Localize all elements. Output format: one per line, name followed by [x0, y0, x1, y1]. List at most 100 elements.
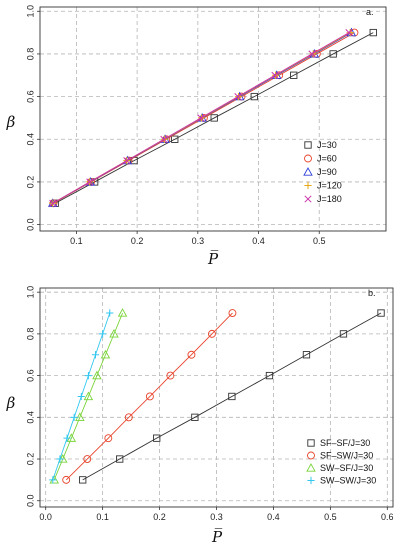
data-point — [329, 50, 337, 58]
legend-label: SF–SF/J=30 — [320, 438, 370, 448]
data-point — [369, 28, 377, 37]
legend-marker — [304, 154, 312, 163]
x-tick-label: 0.1 — [70, 236, 83, 246]
data-point — [100, 349, 111, 359]
data-point — [171, 135, 179, 143]
data-point — [106, 309, 114, 317]
data-point — [104, 434, 113, 443]
series-2 — [62, 309, 237, 484]
data-point — [145, 392, 154, 401]
x-tick-label: 0.2 — [153, 512, 166, 522]
data-point — [309, 50, 317, 58]
series-1 — [79, 309, 385, 484]
series-3 — [49, 308, 128, 484]
legend-marker — [307, 476, 315, 485]
x-tick-label: 0.4 — [267, 512, 280, 522]
data-point — [75, 412, 85, 421]
x-axis-title: P̅ — [211, 527, 223, 546]
legend-marker — [304, 141, 312, 149]
y-tick-label: 0.8 — [25, 48, 35, 61]
data-point — [339, 330, 348, 338]
data-point — [377, 309, 385, 317]
data-point — [290, 71, 298, 79]
panel-label: a. — [366, 7, 374, 17]
legend: SF–SF/J=30 SF–SW/J=30 SW–SF/J=30 SW–SW/J=30 — [306, 438, 376, 486]
data-point — [124, 413, 133, 422]
data-point — [191, 413, 199, 421]
data-point — [302, 351, 311, 359]
data-point — [265, 371, 274, 380]
x-tick-label: 0.4 — [252, 236, 265, 246]
data-point — [345, 29, 353, 37]
x-tick-label: 0.3 — [192, 236, 205, 246]
data-point — [49, 476, 57, 484]
y-axis-title: β — [6, 113, 16, 131]
data-point — [153, 434, 161, 442]
data-point — [210, 114, 218, 122]
legend-label: J=180 — [317, 194, 342, 204]
y-tick-label: 0.6 — [25, 369, 35, 382]
legend-label: SF–SW/J=30 — [320, 451, 373, 461]
data-point — [228, 392, 236, 401]
y-tick-label: 1.0 — [25, 5, 35, 18]
data-point — [187, 350, 196, 359]
legend-label: J=30 — [317, 140, 337, 150]
y-tick-label: 1.0 — [25, 286, 35, 299]
legend-marker — [303, 167, 313, 176]
panel-a-chart: 0.1 0.2 0.3 0.4 0.5 0.0 0.2 0.4 0.6 0.8 1.0 P̅ β a. J=… — [6, 5, 387, 268]
data-point — [166, 371, 175, 380]
y-tick-label: 0.2 — [25, 453, 35, 466]
data-point — [271, 71, 279, 79]
data-point — [228, 309, 237, 317]
legend: J=30 J=60 J=90 J=120 J=180 — [303, 140, 342, 204]
series-line — [54, 32, 374, 204]
data-point — [109, 328, 119, 338]
data-point — [56, 455, 64, 463]
x-tick-label: 0.1 — [96, 512, 109, 522]
y-tick-label: 0.8 — [25, 328, 35, 341]
data-point — [117, 308, 128, 317]
legend-marker — [307, 451, 315, 460]
x-tick-label: 0.6 — [381, 512, 394, 522]
y-axis-title: β — [6, 394, 16, 412]
data-point — [346, 29, 354, 37]
legend-label: J=90 — [317, 167, 337, 177]
data-point — [63, 434, 71, 442]
y-tick-label: 0.4 — [25, 133, 35, 146]
y-tick-label: 0.0 — [25, 218, 35, 231]
plot-frame — [39, 6, 387, 232]
y-tick-label: 0.2 — [25, 176, 35, 189]
data-point — [234, 93, 242, 101]
legend-label: SW–SF/J=30 — [320, 463, 373, 473]
data-point — [250, 92, 258, 101]
panel-label: b. — [368, 288, 376, 298]
data-point — [84, 372, 92, 380]
x-tick-label: 0.0 — [39, 512, 52, 522]
data-point — [308, 50, 316, 58]
data-point — [123, 157, 131, 165]
legend-marker — [304, 195, 312, 203]
x-tick-label: 0.3 — [210, 512, 223, 522]
series-line — [65, 312, 233, 481]
data-point — [83, 455, 92, 463]
series-line — [82, 312, 382, 481]
legend-label: SW–SW/J=30 — [320, 476, 376, 486]
x-tick-label: 0.5 — [313, 236, 326, 246]
data-point — [197, 114, 205, 122]
data-point — [49, 199, 57, 207]
data-point — [91, 351, 100, 359]
data-point — [116, 455, 124, 463]
legend-marker — [307, 439, 315, 447]
legend-label: J=120 — [317, 181, 342, 191]
data-point — [86, 178, 94, 186]
data-point — [160, 135, 168, 143]
data-point — [207, 329, 216, 338]
series-line — [53, 312, 123, 481]
x-tick-label: 0.5 — [324, 512, 337, 522]
panel-b-chart: 0.0 0.1 0.2 0.3 0.4 0.5 0.6 0.0 0.2 0.4 0.6 0.8 1.0 P… — [6, 286, 394, 546]
series-4 — [49, 309, 114, 484]
data-point — [77, 392, 85, 401]
series-5 — [49, 29, 353, 207]
y-tick-label: 0.6 — [25, 90, 35, 103]
data-point — [83, 391, 94, 401]
